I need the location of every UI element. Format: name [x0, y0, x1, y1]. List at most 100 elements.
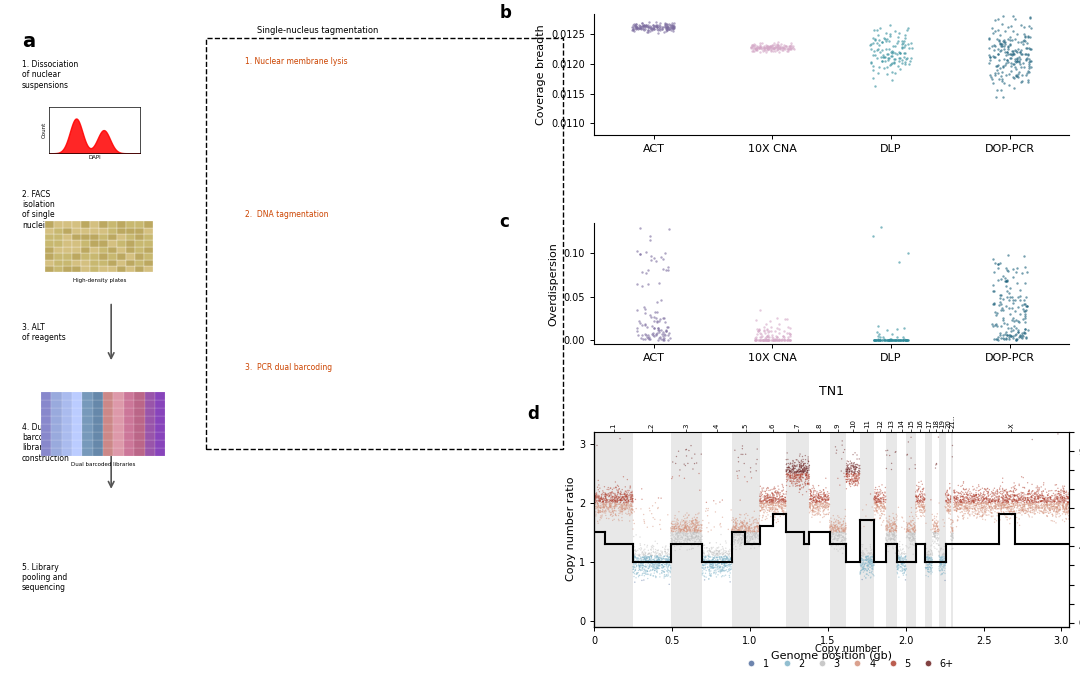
Point [863, 558, 880, 569]
Point [659, 19, 676, 30]
Point [801, 502, 819, 513]
Point [596, 499, 613, 510]
Point [690, 468, 707, 479]
Point [988, 390, 1005, 400]
Point [713, 557, 730, 568]
Point [928, 518, 945, 529]
Point [974, 494, 991, 505]
Point [914, 496, 931, 507]
Point [1055, 498, 1072, 509]
Point [712, 496, 729, 507]
Point [758, 493, 775, 504]
Point [662, 563, 679, 573]
Point [598, 494, 616, 505]
Point [999, 373, 1016, 383]
Point [731, 534, 748, 545]
Point [917, 555, 934, 566]
Point [977, 484, 995, 495]
Point [993, 45, 1010, 56]
Point [901, 529, 918, 540]
Point [932, 554, 949, 565]
Point [985, 27, 1002, 38]
Point [946, 495, 963, 506]
Point [687, 527, 704, 538]
Point [661, 549, 678, 560]
Point [791, 342, 808, 353]
Point [994, 498, 1011, 509]
Point [743, 522, 760, 533]
Point [618, 491, 635, 502]
Point [1043, 502, 1061, 513]
Point [829, 518, 847, 528]
Point [870, 481, 888, 492]
Point [906, 537, 923, 548]
Point [1031, 490, 1049, 501]
Point [809, 491, 826, 502]
Point [595, 489, 612, 500]
Point [886, 40, 903, 51]
Point [908, 485, 926, 496]
Point [619, 496, 636, 507]
Point [730, 524, 747, 535]
Point [744, 527, 761, 538]
Point [960, 499, 977, 510]
Point [1050, 428, 1067, 439]
Point [1056, 493, 1074, 504]
Point [680, 445, 698, 456]
Point [937, 495, 955, 506]
Bar [126, 247, 135, 253]
Point [672, 525, 689, 536]
Point [648, 557, 665, 568]
Point [769, 481, 786, 492]
Point [808, 490, 825, 501]
Point [902, 524, 919, 535]
Point [687, 516, 704, 526]
Bar [45, 234, 54, 240]
Point [823, 531, 840, 542]
Point [961, 498, 978, 509]
Point [878, 61, 895, 72]
Point [753, 496, 770, 507]
Point [1056, 503, 1074, 513]
Point [800, 473, 818, 484]
Point [961, 501, 978, 512]
Point [1029, 397, 1047, 408]
Point [860, 563, 877, 574]
Point [635, 560, 652, 571]
Point [1007, 33, 1024, 44]
Point [1058, 491, 1076, 502]
Point [638, 557, 656, 568]
Point [843, 466, 861, 477]
Point [681, 535, 699, 546]
Point [714, 570, 731, 581]
Point [1012, 407, 1029, 418]
Point [1001, 490, 1018, 501]
Point [882, 47, 900, 58]
Point [977, 492, 995, 503]
Point [928, 511, 945, 522]
Bar [135, 253, 145, 259]
Point [927, 528, 944, 539]
Point [940, 505, 957, 516]
Point [739, 517, 756, 528]
Point [937, 492, 955, 503]
Point [621, 501, 638, 511]
Point [755, 44, 772, 55]
Point [608, 494, 625, 505]
Point [948, 503, 966, 513]
Point [1028, 490, 1045, 501]
Point [630, 556, 647, 567]
Point [980, 395, 997, 406]
Point [805, 505, 822, 516]
Point [635, 545, 652, 556]
Point [774, 45, 792, 56]
Point [1001, 308, 1018, 319]
Point [862, 555, 879, 566]
Point [998, 491, 1015, 502]
Point [976, 496, 994, 507]
Point [788, 474, 806, 485]
Point [909, 491, 927, 502]
Point [836, 537, 853, 548]
Point [998, 495, 1015, 506]
Point [885, 46, 902, 57]
